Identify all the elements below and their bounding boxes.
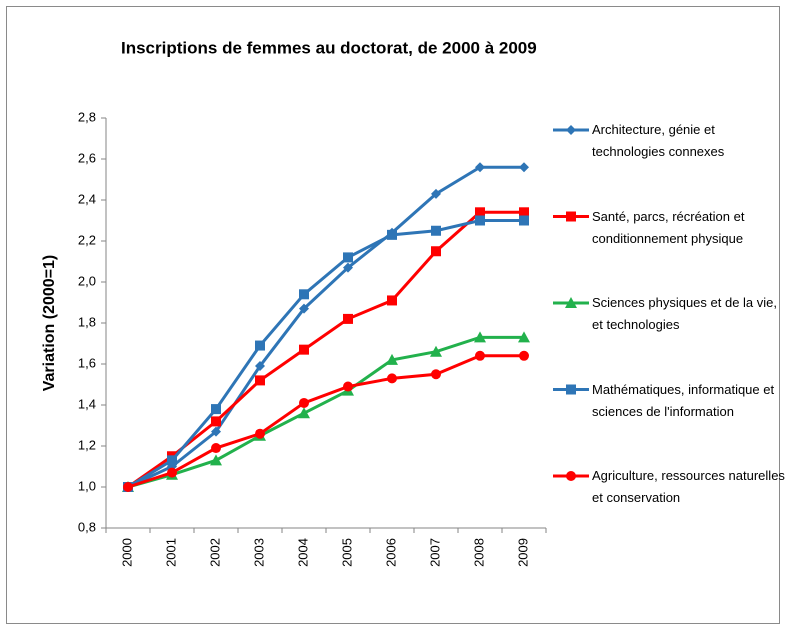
marker xyxy=(167,455,177,466)
marker xyxy=(211,443,221,454)
marker xyxy=(255,375,265,386)
x-tick-label: 2001 xyxy=(163,538,178,567)
series-line xyxy=(127,165,524,489)
marker xyxy=(299,303,309,314)
x-tick-label: 2002 xyxy=(207,538,222,567)
x-tick-label: 2004 xyxy=(295,538,310,567)
marker xyxy=(299,289,309,300)
marker xyxy=(475,215,485,226)
marker xyxy=(343,252,353,263)
marker xyxy=(431,188,441,199)
marker xyxy=(343,313,353,324)
marker xyxy=(566,471,576,481)
marker xyxy=(431,225,441,236)
marker xyxy=(475,350,485,361)
marker xyxy=(430,345,442,357)
marker xyxy=(255,361,265,372)
y-tick-label: 1,8 xyxy=(78,314,96,329)
y-axis-label: Variation (2000=1) xyxy=(41,255,58,392)
y-tick-label: 2,0 xyxy=(78,273,96,288)
marker xyxy=(387,373,397,384)
marker xyxy=(167,467,177,478)
y-tick-label: 2,4 xyxy=(78,191,96,206)
chart-border xyxy=(6,6,780,624)
series-line xyxy=(127,354,524,489)
marker xyxy=(475,162,485,173)
marker xyxy=(211,426,221,437)
x-tick-label: 2007 xyxy=(427,538,442,567)
marker xyxy=(343,381,353,392)
series-line xyxy=(127,219,524,489)
legend-label: Sciences physiques et de la vie, et tech… xyxy=(592,295,777,332)
marker xyxy=(255,340,265,351)
marker xyxy=(566,211,576,222)
marker xyxy=(298,407,310,419)
y-tick-label: 1,0 xyxy=(78,478,96,493)
legend-label: Agriculture, ressources naturelles et co… xyxy=(592,468,785,505)
y-tick-label: 0,8 xyxy=(78,519,96,534)
marker xyxy=(387,229,397,240)
marker xyxy=(211,416,221,427)
y-tick-label: 2,2 xyxy=(78,232,96,247)
marker xyxy=(210,454,222,466)
legend-label: Architecture, génie et technologies conn… xyxy=(592,122,725,159)
marker xyxy=(431,369,441,380)
x-tick-label: 2005 xyxy=(339,538,354,567)
y-tick-label: 1,6 xyxy=(78,355,96,370)
marker xyxy=(519,207,529,218)
x-tick-label: 2008 xyxy=(471,538,486,567)
marker xyxy=(211,404,221,415)
x-tick-label: 2009 xyxy=(515,538,530,567)
marker xyxy=(431,246,441,257)
x-tick-label: 2003 xyxy=(251,538,266,567)
marker xyxy=(123,482,133,492)
marker xyxy=(566,125,576,135)
y-tick-label: 2,6 xyxy=(78,150,96,165)
series-line xyxy=(127,335,524,489)
x-tick-label: 2006 xyxy=(383,538,398,567)
marker xyxy=(299,344,309,355)
y-tick-label: 1,4 xyxy=(78,396,96,411)
y-tick-label: 1,2 xyxy=(78,437,96,452)
marker xyxy=(475,207,485,218)
marker xyxy=(565,297,577,308)
marker xyxy=(299,397,309,408)
marker xyxy=(519,162,529,173)
marker xyxy=(518,331,530,343)
marker xyxy=(474,331,486,343)
marker xyxy=(519,350,529,361)
y-tick-label: 2,8 xyxy=(78,109,96,124)
marker xyxy=(255,428,265,439)
marker xyxy=(566,384,576,395)
marker xyxy=(387,295,397,306)
marker xyxy=(519,215,529,226)
marker xyxy=(343,262,353,273)
legend-label: Santé, parcs, récréation et conditionnem… xyxy=(592,208,745,246)
series-line xyxy=(127,210,524,489)
chart-title: Inscriptions de femmes au doctorat, de 2… xyxy=(121,38,537,57)
marker xyxy=(386,353,398,365)
legend-label: Mathématiques, informatique et sciences … xyxy=(592,381,775,419)
x-tick-label: 2000 xyxy=(119,538,134,567)
